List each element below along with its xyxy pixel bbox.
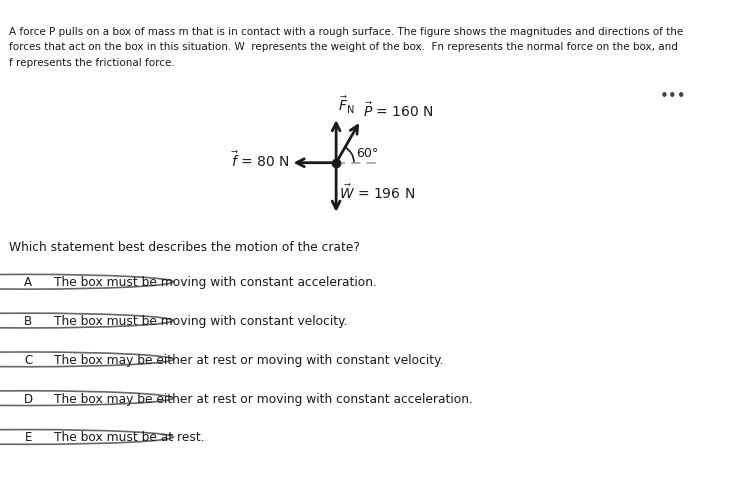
- Text: A: A: [24, 276, 32, 288]
- Text: B: B: [24, 315, 32, 327]
- Text: The box may be either at rest or moving with constant acceleration.: The box may be either at rest or moving …: [55, 392, 473, 405]
- Text: The box may be either at rest or moving with constant velocity.: The box may be either at rest or moving …: [55, 353, 444, 366]
- Text: f represents the frictional force.: f represents the frictional force.: [9, 58, 175, 68]
- Text: $\vec{W}$ = 196 N: $\vec{W}$ = 196 N: [340, 182, 416, 201]
- Text: D: D: [24, 392, 33, 405]
- Text: $\vec{F}_{\rm N}$: $\vec{F}_{\rm N}$: [338, 95, 355, 116]
- Text: •••: •••: [660, 90, 687, 104]
- Text: Which statement best describes the motion of the crate?: Which statement best describes the motio…: [9, 241, 360, 254]
- Text: forces that act on the box in this situation. W  represents the weight of the bo: forces that act on the box in this situa…: [9, 42, 679, 52]
- Text: C: C: [24, 353, 32, 366]
- Text: The box must be moving with constant velocity.: The box must be moving with constant vel…: [55, 315, 348, 327]
- Text: $\vec{P}$ = 160 N: $\vec{P}$ = 160 N: [363, 101, 434, 119]
- Text: $\vec{f}$ = 80 N: $\vec{f}$ = 80 N: [230, 150, 289, 169]
- Text: The box must be at rest.: The box must be at rest.: [55, 431, 205, 443]
- Text: E: E: [25, 431, 32, 443]
- Text: 60°: 60°: [356, 147, 378, 160]
- Text: The box must be moving with constant acceleration.: The box must be moving with constant acc…: [55, 276, 377, 288]
- Text: A force P pulls on a box of mass m that is in contact with a rough surface. The : A force P pulls on a box of mass m that …: [9, 27, 684, 37]
